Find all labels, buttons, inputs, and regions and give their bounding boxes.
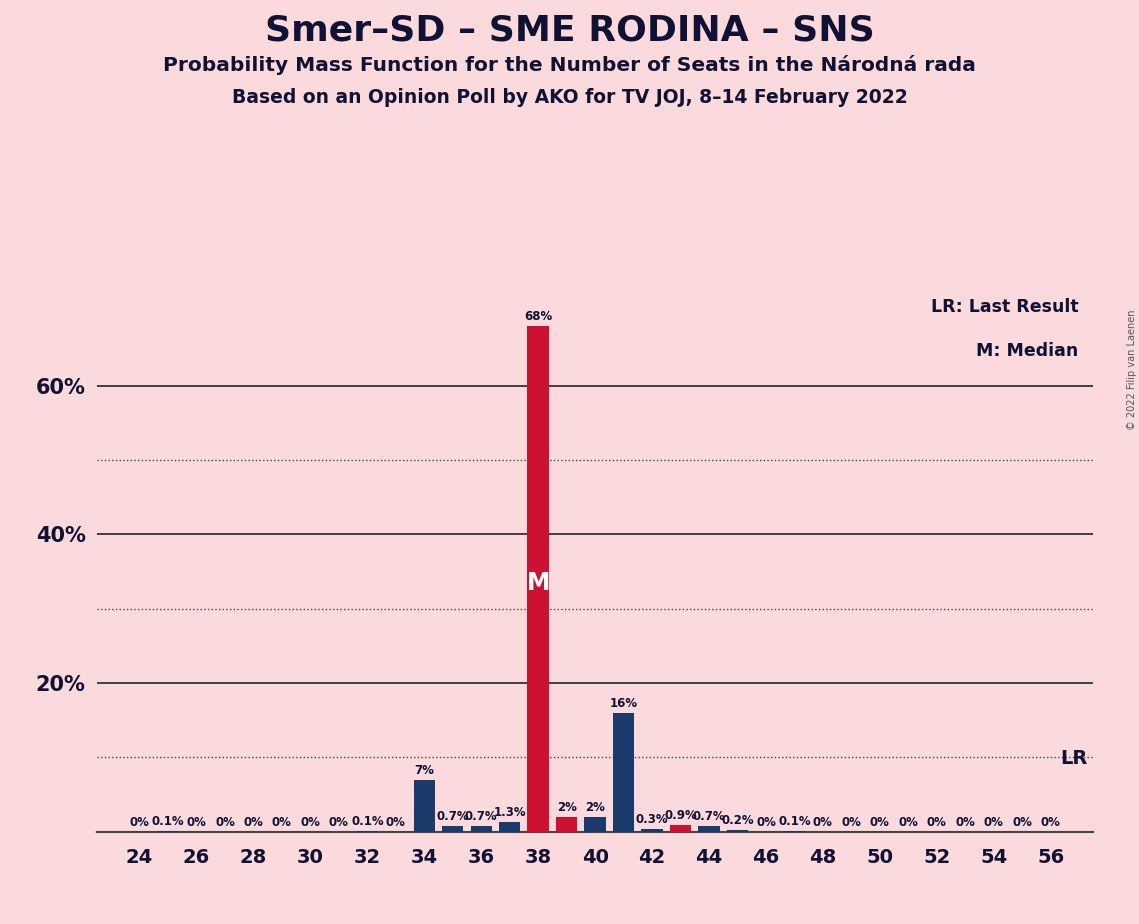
Text: 0%: 0% [1013,816,1032,829]
Text: 0%: 0% [756,816,776,829]
Text: 0%: 0% [329,816,349,829]
Text: 0.3%: 0.3% [636,813,669,826]
Text: 0%: 0% [386,816,405,829]
Text: 2%: 2% [557,801,576,814]
Text: 0%: 0% [130,816,149,829]
Text: 2%: 2% [585,801,605,814]
Text: 0%: 0% [244,816,263,829]
Text: Probability Mass Function for the Number of Seats in the Národná rada: Probability Mass Function for the Number… [163,55,976,76]
Text: 7%: 7% [415,763,434,776]
Text: 0%: 0% [842,816,861,829]
Text: © 2022 Filip van Laenen: © 2022 Filip van Laenen [1126,310,1137,430]
Text: 0%: 0% [215,816,235,829]
Bar [670,825,691,832]
Text: 0.2%: 0.2% [721,814,754,827]
Text: 0%: 0% [301,816,320,829]
Text: 0%: 0% [272,816,292,829]
Text: 0.1%: 0.1% [351,815,384,828]
Text: 0.7%: 0.7% [693,810,726,823]
Text: 0.1%: 0.1% [151,815,185,828]
Text: 0%: 0% [813,816,833,829]
Text: 0.1%: 0.1% [778,815,811,828]
Text: 0%: 0% [956,816,975,829]
Text: 0%: 0% [1041,816,1060,829]
Text: 0.7%: 0.7% [436,810,469,823]
Text: 0.9%: 0.9% [664,808,697,822]
Bar [413,780,435,832]
Text: Based on an Opinion Poll by AKO for TV JOJ, 8–14 February 2022: Based on an Opinion Poll by AKO for TV J… [231,88,908,107]
Text: 0%: 0% [870,816,890,829]
Text: 0%: 0% [899,816,918,829]
Text: LR: LR [1060,748,1088,768]
Text: 1.3%: 1.3% [493,806,526,819]
Bar [584,817,606,832]
Bar [556,817,577,832]
Text: 0%: 0% [984,816,1003,829]
Text: LR: Last Result: LR: Last Result [931,298,1079,316]
Text: M: M [526,571,550,595]
Text: 16%: 16% [609,697,638,710]
Bar [470,826,492,832]
Text: 0%: 0% [927,816,947,829]
Text: 68%: 68% [524,310,552,323]
Text: Smer–SD – SME RODINA – SNS: Smer–SD – SME RODINA – SNS [264,14,875,48]
Text: M: Median: M: Median [976,342,1079,360]
Bar [727,830,748,832]
Bar [442,826,464,832]
Bar [698,826,720,832]
Bar [641,830,663,832]
Text: 0.7%: 0.7% [465,810,498,823]
Text: 0%: 0% [187,816,206,829]
Bar [613,712,634,832]
Bar [499,822,521,832]
Bar [527,326,549,832]
